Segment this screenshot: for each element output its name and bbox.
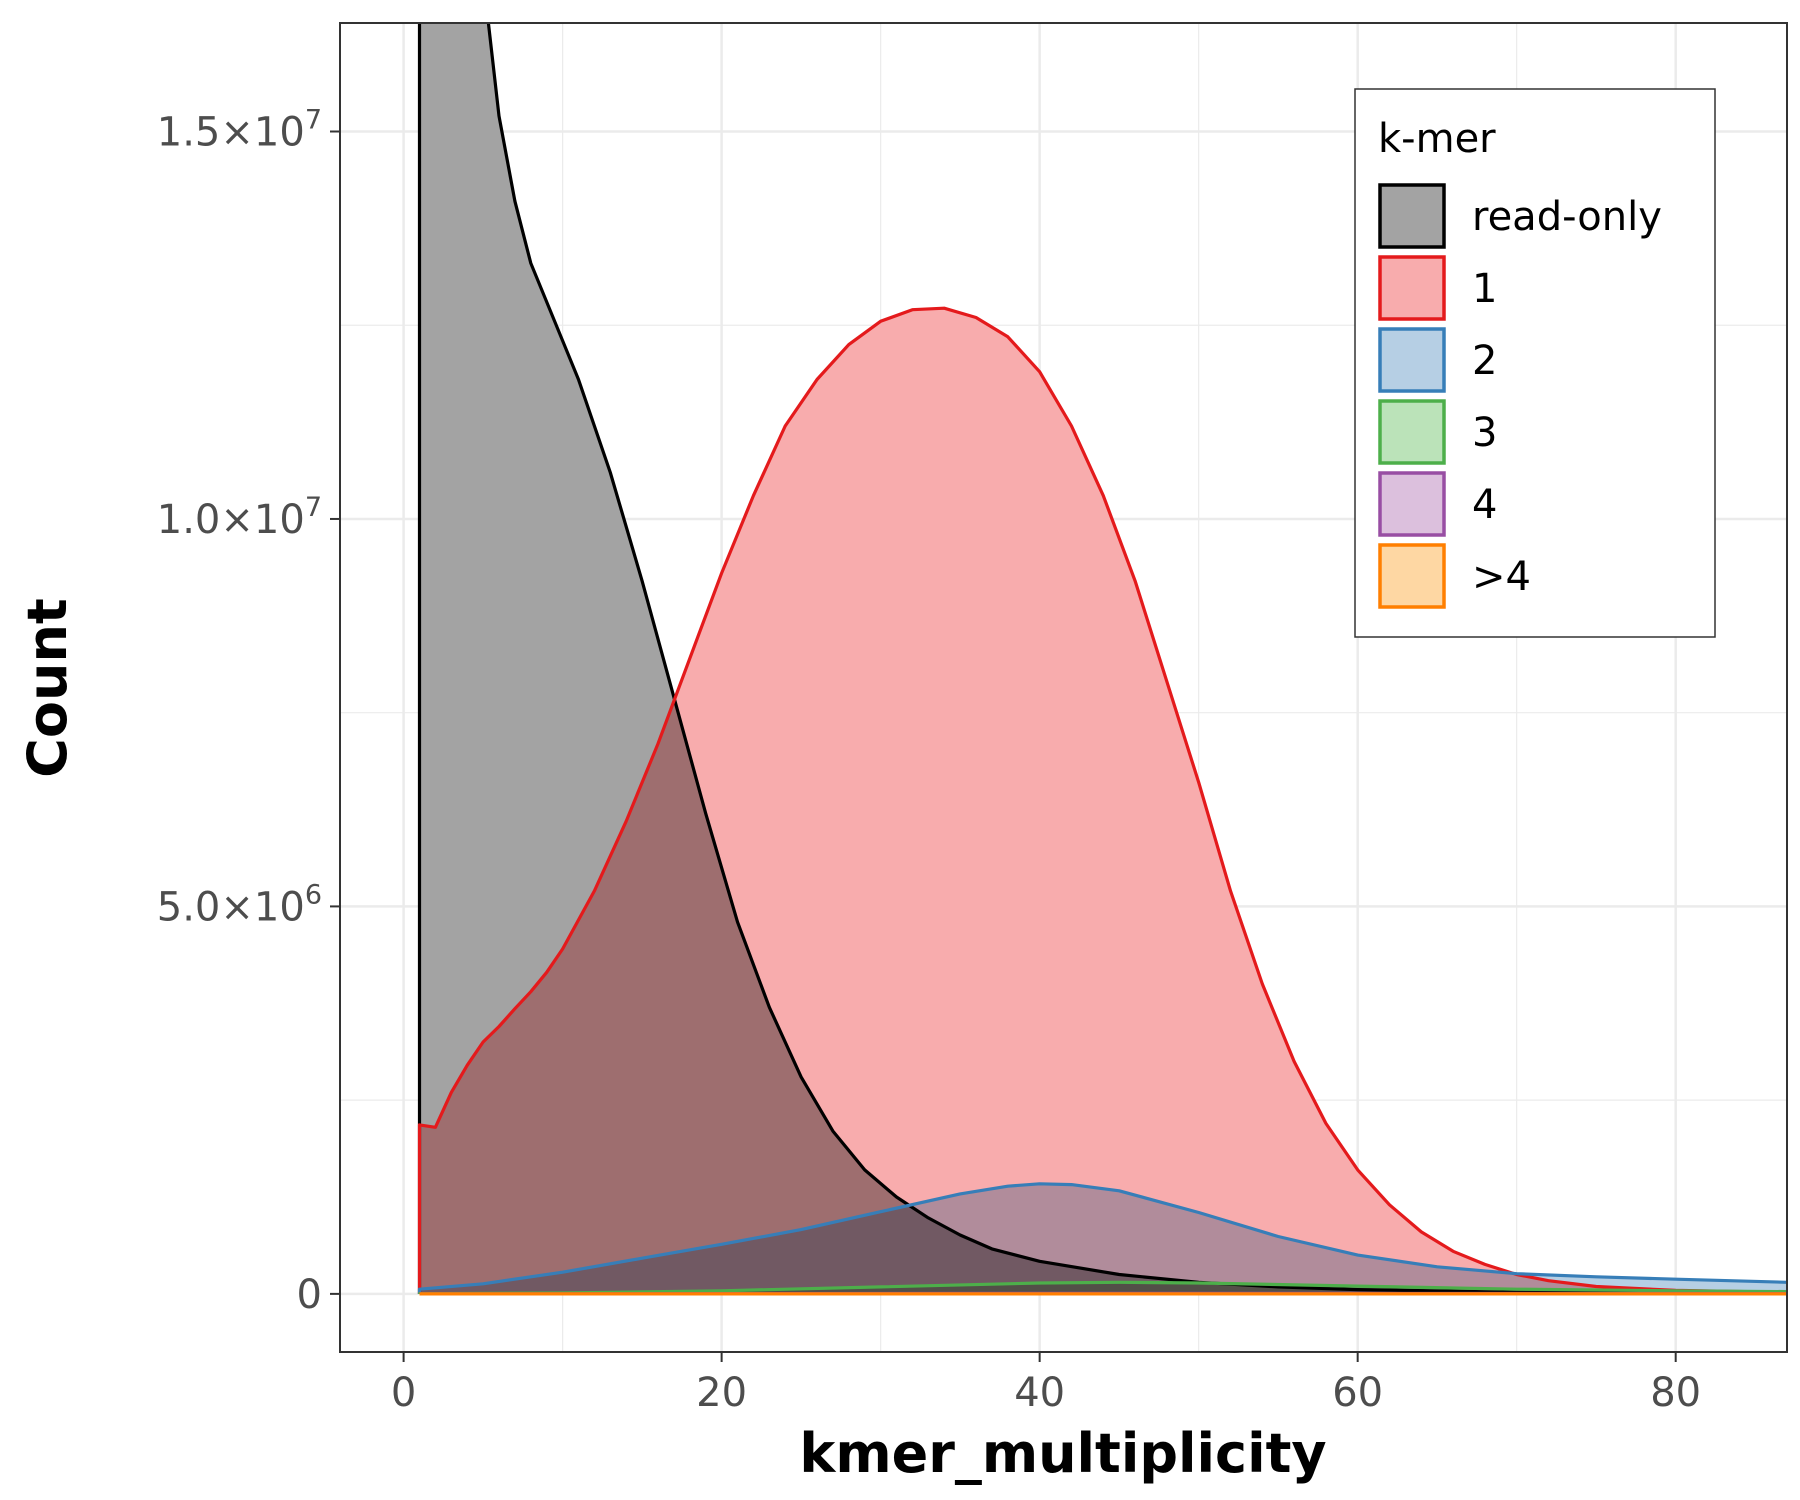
- legend-key-swatch: [1378, 255, 1446, 321]
- x-tick-label: 0: [391, 1370, 416, 1416]
- legend-key-swatch: [1378, 183, 1446, 249]
- line-series-2: [417, 1182, 1787, 1294]
- legend-label: 2: [1472, 338, 1497, 384]
- y-axis-title: Count: [16, 598, 79, 777]
- y-tick-label: 5.0×106: [157, 879, 322, 930]
- area-series-1: [419, 308, 1787, 1294]
- legend-key-swatch: [1378, 471, 1446, 537]
- x-tick-label: 60: [1332, 1370, 1383, 1416]
- legend-key-swatch: [1378, 327, 1446, 393]
- x-tick-label: 40: [1014, 1370, 1065, 1416]
- y-tick-label: 1.0×107: [157, 492, 322, 543]
- line-series-1: [417, 306, 1787, 1294]
- line-series-0: [417, 23, 1787, 1296]
- legend-label: read-only: [1472, 194, 1662, 240]
- legend-label: >4: [1472, 554, 1531, 600]
- legend-title: k-mer: [1378, 116, 1496, 162]
- y-axis: 0 5.0×106 1.0×107 1.5×107: [157, 104, 340, 1318]
- legend-items: read-only 1 2 3 4 >4: [1378, 183, 1662, 609]
- y-tick-label: 0: [297, 1272, 322, 1318]
- x-axis: 0 20 40 60 80: [391, 1352, 1701, 1416]
- x-tick-label: 80: [1650, 1370, 1701, 1416]
- legend-label: 3: [1472, 410, 1497, 456]
- legend-key-swatch: [1378, 399, 1446, 465]
- area-layers: [417, 23, 1787, 1296]
- legend-key-swatch: [1378, 543, 1446, 609]
- legend-label: 1: [1472, 266, 1497, 312]
- legend-label: 4: [1472, 482, 1497, 528]
- legend: k-mer read-only 1 2 3 4 >4: [1354, 88, 1716, 638]
- x-axis-title: kmer_multiplicity: [799, 1422, 1326, 1485]
- panel-border: [339, 22, 1788, 1353]
- area-series-2: [419, 1183, 1787, 1294]
- x-tick-label: 20: [696, 1370, 747, 1416]
- y-tick-label: 1.5×107: [157, 104, 322, 155]
